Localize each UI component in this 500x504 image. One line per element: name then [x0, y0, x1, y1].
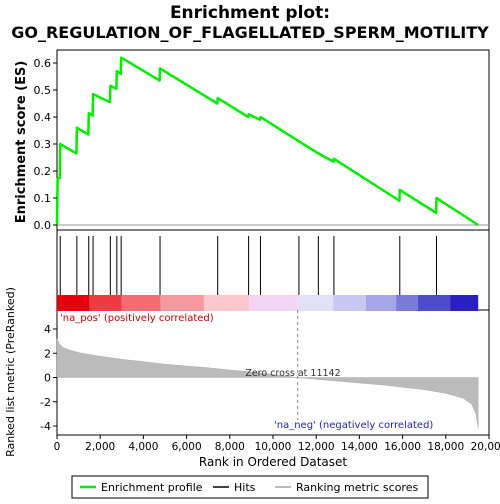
metric-area-group [56, 310, 479, 429]
es-tick-label: 0.0 [34, 219, 52, 232]
heatmap-segment [57, 295, 90, 311]
heatmap-segment [365, 295, 397, 311]
chart-title-line1: Enrichment plot: [170, 3, 330, 23]
heatmap-segment [333, 295, 366, 311]
es-series-line [55, 56, 479, 227]
x-tick-label: 14,000 [341, 441, 378, 453]
x-tick-label: 12,000 [298, 441, 335, 453]
x-tick-label: 0 [54, 441, 61, 453]
metric-tick-label: -4 [40, 420, 51, 433]
heatmap-segment [89, 295, 122, 311]
x-tick-label: 6,000 [172, 441, 202, 453]
neg-correlated-label: 'na_neg' (negatively correlated) [274, 420, 433, 431]
x-tick-label: 2,000 [85, 441, 115, 453]
es-tick-label: 0.2 [34, 165, 52, 178]
es-tick-label: 0.3 [34, 138, 52, 151]
metric-tick-label: -2 [40, 396, 51, 409]
es-tick-label: 0.4 [34, 111, 52, 124]
x-axis-label: Rank in Ordered Dataset [199, 455, 347, 469]
es-axis: 0.0 0.1 0.2 0.3 0.4 0.5 0.6 [34, 57, 57, 232]
heatmap-segment [249, 295, 298, 311]
x-tick-label: 16,000 [384, 441, 421, 453]
x-tick-label: 20,000 [471, 441, 500, 453]
legend-box [71, 475, 429, 499]
legend-es-label: Enrichment profile [101, 481, 203, 494]
es-tick-label: 0.5 [34, 84, 52, 97]
chart-title-line2: GO_REGULATION_OF_FLAGELLATED_SPERM_MOTIL… [11, 23, 489, 42]
es-line-group [55, 56, 479, 227]
x-tick-label: 8,000 [215, 441, 245, 453]
heatmap-segment [121, 295, 161, 311]
heatmap-segment [417, 295, 451, 311]
es-panel [56, 49, 490, 231]
es-tick-label: 0.6 [34, 57, 52, 70]
heatmap-segment [450, 295, 479, 311]
legend-hits-label: Hits [234, 481, 256, 494]
es-axis-label: Enrichment score (ES) [14, 61, 29, 224]
x-axis: 0 2,000 4,000 6,000 8,000 10,000 12,000 14,000 1… [54, 435, 500, 453]
metric-tick-label: 2 [44, 347, 51, 360]
metric-axis-label: Ranked list metric (PreRanked) [4, 287, 17, 457]
heatmap-segment [203, 295, 250, 311]
x-tick-label: 4,000 [128, 441, 158, 453]
heatmap-bar [57, 295, 479, 311]
metric-axis: -4 -2 0 2 4 [40, 323, 57, 433]
zero-cross-label: Zero cross at 11142 [245, 368, 340, 379]
es-tick-label: 0.1 [34, 192, 52, 205]
heatmap-segment [160, 295, 204, 311]
metric-area [56, 338, 479, 429]
heatmap-segment [396, 295, 418, 311]
x-tick-label: 10,000 [255, 441, 292, 453]
hits-group [59, 236, 438, 295]
x-tick-label: 18,000 [427, 441, 464, 453]
metric-tick-label: 0 [44, 372, 51, 385]
metric-tick-label: 4 [44, 323, 51, 336]
pos-correlated-label: 'na_pos' (positively correlated) [60, 313, 214, 324]
heatmap-segment [297, 295, 334, 311]
legend-metric-label: Ranking metric scores [296, 481, 418, 494]
